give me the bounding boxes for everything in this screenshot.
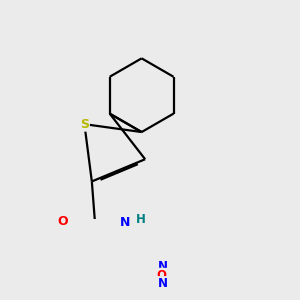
- Text: O: O: [157, 269, 167, 282]
- Text: H: H: [136, 213, 145, 226]
- Text: N: N: [158, 260, 168, 274]
- Text: N: N: [120, 216, 130, 229]
- Text: S: S: [80, 118, 89, 131]
- Text: N: N: [158, 277, 168, 290]
- Text: O: O: [57, 215, 68, 228]
